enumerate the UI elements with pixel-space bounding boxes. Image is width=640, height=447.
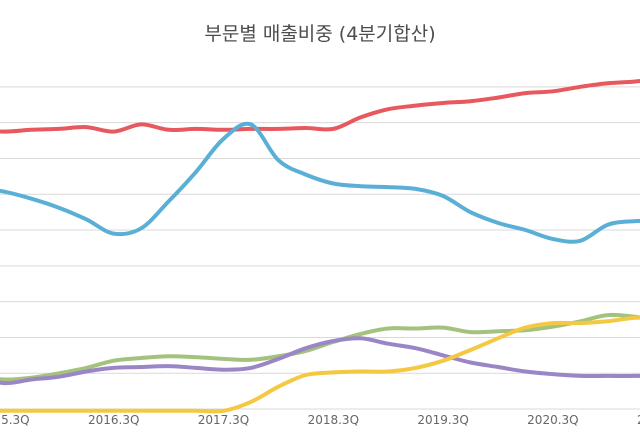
series-line-5 [0,315,640,414]
x-axis-tick-labels: 2015.3Q 2016.3Q 2017.3Q 2018.3Q 2019.3Q 2020.… [0,413,640,427]
chart-title: 부문별 매출비중 (4분기합산) [204,23,435,45]
gridlines [0,86,640,410]
x-tick-label: 2021.3Q [637,413,640,427]
x-tick-label: 2018.3Q [308,413,359,427]
x-tick-label: 2020.3Q [527,413,578,427]
series-line-2 [0,121,640,244]
series-line-1 [0,78,640,134]
x-tick-label: 2019.3Q [417,413,468,427]
series-line-4 [0,336,640,386]
series-lines [0,78,640,414]
x-tick-label: 2016.3Q [88,413,139,427]
x-tick-label: 2017.3Q [198,413,249,427]
series-line-3 [0,312,640,382]
x-tick-label: 2015.3Q [0,413,30,427]
